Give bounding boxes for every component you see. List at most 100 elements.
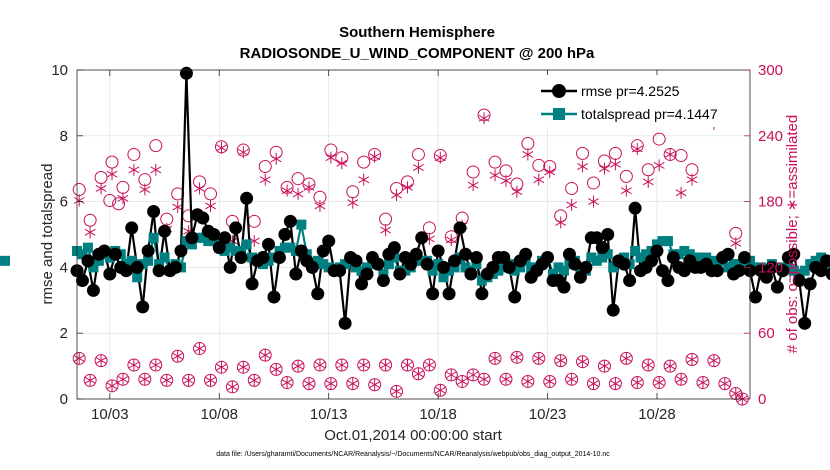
- rmse-point: [721, 247, 735, 261]
- data-file-footer: data file: /Users/gharamti/Documents/NCA…: [216, 451, 610, 458]
- obs-assimilated-marker: [730, 387, 742, 400]
- y2-tick-label: 300: [758, 62, 783, 79]
- rmse-point: [759, 270, 773, 284]
- rmse-point: [765, 260, 779, 274]
- obs-assimilated-marker: [412, 161, 424, 174]
- obs-assimilated-marker: [248, 374, 260, 387]
- obs-possible-marker: [532, 158, 546, 172]
- rmse-point: [234, 251, 248, 265]
- rmse-point: [820, 254, 830, 268]
- rmse-point: [448, 254, 462, 268]
- rmse-point: [431, 244, 445, 258]
- y2-axis-label: # of obs: o=possible; ∗=assimilated: [784, 115, 801, 354]
- obs-assimilated-marker: [642, 359, 654, 372]
- rmse-point: [136, 300, 150, 314]
- obs-assimilated-marker: [511, 185, 523, 198]
- totalspread-point: [93, 255, 104, 266]
- rmse-point: [119, 264, 133, 278]
- obs-possible-marker: [565, 181, 579, 195]
- rmse-point: [294, 244, 308, 258]
- rmse-point: [86, 283, 100, 297]
- rmse-point: [338, 316, 352, 330]
- totalspread-point: [734, 259, 745, 270]
- legend-spread-label: totalspread pr=4.1447: [581, 106, 718, 122]
- obs-assimilated-marker: [281, 376, 293, 389]
- totalspread-point: [82, 242, 93, 253]
- rmse-point: [179, 66, 193, 80]
- totalspread-point: [279, 242, 290, 253]
- totalspread-point: [340, 259, 351, 270]
- x-tick-label: 10/13: [310, 406, 348, 423]
- obs-assimilated-marker: [325, 377, 337, 390]
- rmse-point: [305, 260, 319, 274]
- totalspread-point: [476, 275, 487, 286]
- rmse-point: [650, 244, 664, 258]
- rmse-point: [267, 290, 281, 304]
- rmse-point: [322, 234, 336, 248]
- totalspread-point: [712, 259, 723, 270]
- rmse-point: [409, 247, 423, 261]
- y-axis-label: rmse and totalspread: [39, 164, 56, 305]
- rmse-point: [207, 228, 221, 241]
- totalspread-point: [553, 262, 564, 273]
- rmse-point: [147, 204, 161, 218]
- totalspread-point: [471, 259, 482, 270]
- obs-assimilated-marker: [205, 199, 216, 212]
- totalspread-point: [143, 255, 154, 266]
- rmse-point: [371, 257, 385, 271]
- totalspread-point: [608, 262, 619, 273]
- rmse-point: [519, 247, 533, 261]
- totalspread-point: [383, 259, 394, 270]
- rmse-point: [168, 260, 182, 274]
- obs-assimilated-marker: [434, 151, 446, 164]
- obs-assimilated-marker: [599, 162, 610, 175]
- rmse-point: [825, 267, 830, 281]
- obs-assimilated-marker: [434, 384, 446, 397]
- obs-assimilated-marker: [73, 352, 85, 365]
- obs-assimilated-marker: [117, 373, 129, 386]
- obs-assimilated-marker: [675, 186, 687, 199]
- obs-assimilated-marker: [172, 350, 184, 363]
- obs-assimilated-marker: [183, 374, 195, 387]
- rmse-point: [595, 241, 609, 255]
- totalspread-point: [126, 255, 137, 266]
- rmse-point: [333, 264, 347, 278]
- x-axis-label: Oct.01,2014 00:00:00 start: [324, 427, 502, 444]
- totalspread-point: [460, 262, 471, 273]
- obs-assimilated-marker: [402, 359, 413, 372]
- obs-assimilated-marker: [544, 165, 556, 178]
- rmse-point: [311, 287, 325, 301]
- totalspread-point: [236, 245, 247, 256]
- obs-possible-marker: [488, 155, 502, 169]
- rmse-point: [240, 191, 254, 205]
- rmse-point: [502, 260, 516, 274]
- totalspread-point: [208, 236, 219, 247]
- obs-assimilated-marker: [686, 173, 698, 186]
- totalspread-point: [662, 236, 673, 247]
- totalspread-point: [154, 259, 165, 270]
- obs-assimilated-marker: [489, 352, 501, 365]
- rmse-point: [229, 221, 243, 235]
- rmse-point: [283, 214, 297, 228]
- obs-assimilated-marker: [609, 377, 621, 390]
- rmse-point: [174, 244, 188, 258]
- obs-assimilated-marker: [566, 373, 578, 386]
- data-series: [0, 66, 830, 330]
- obs-assimilated-marker: [303, 181, 315, 194]
- obs-assimilated-marker: [577, 160, 589, 173]
- rmse-point: [245, 277, 259, 291]
- chart-title: Southern Hemisphere: [339, 24, 495, 41]
- rmse-point: [770, 280, 784, 294]
- obs-assimilated-marker: [259, 349, 271, 362]
- rmse-point: [562, 247, 576, 261]
- obs-assimilated-marker: [128, 163, 140, 176]
- totalspread-point: [274, 245, 285, 256]
- obs-assimilated-marker: [139, 373, 151, 386]
- x-tick-label: 10/03: [91, 406, 129, 423]
- rmse-point: [278, 228, 292, 241]
- rmse-point: [464, 267, 478, 281]
- obs-assimilated-marker: [391, 385, 402, 398]
- rmse-point: [81, 254, 95, 268]
- totalspread-point: [630, 245, 641, 256]
- rmse-point: [623, 274, 637, 288]
